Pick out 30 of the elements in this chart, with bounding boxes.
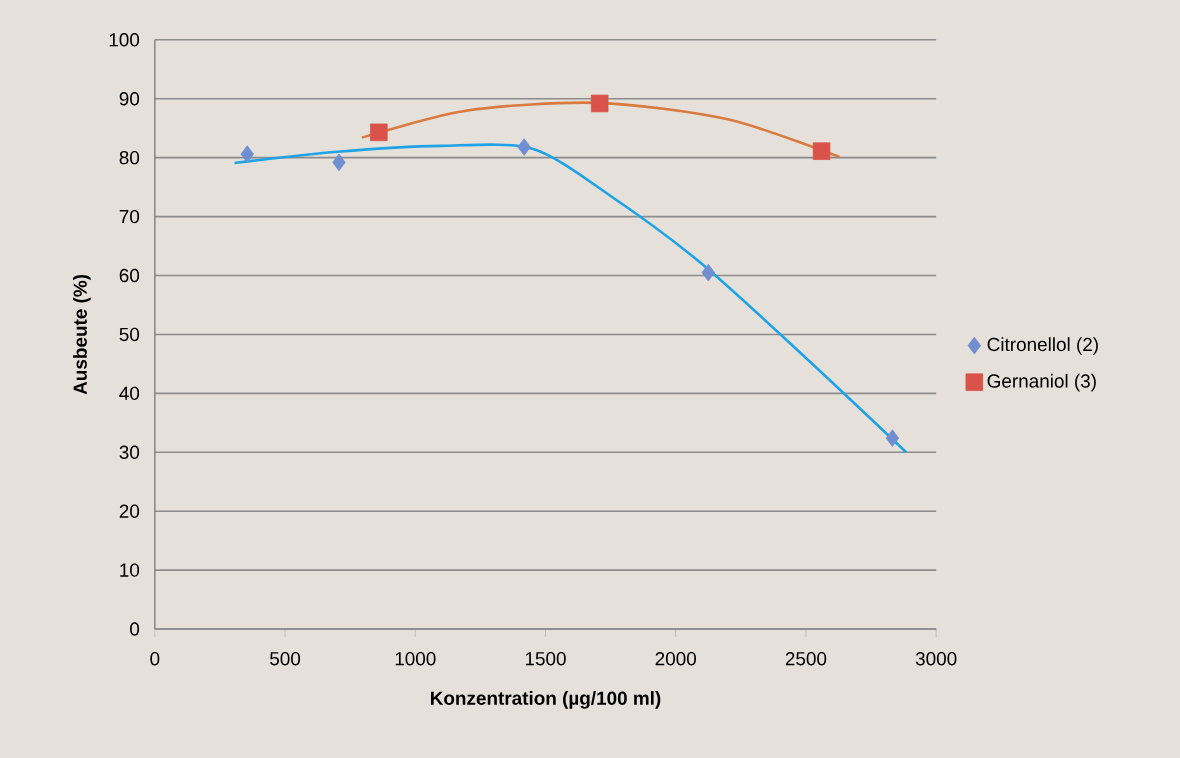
- y-tick-label: 30: [119, 445, 140, 459]
- point: [812, 142, 831, 160]
- legend-label: Gernaniol (3): [987, 373, 1096, 392]
- y-tick-label: 10: [120, 563, 140, 577]
- x-tick-label: 1500: [525, 651, 566, 666]
- y-tick-label: 20: [119, 504, 140, 518]
- y-tick-label: 50: [119, 327, 140, 341]
- point: [332, 153, 346, 171]
- legend-label: Citronellol (2): [987, 337, 1098, 355]
- point: [885, 429, 900, 447]
- y-tick-label: 40: [119, 386, 140, 400]
- point: [240, 145, 254, 163]
- y-tick-label: 0: [130, 622, 140, 636]
- y-tick-label: 70: [119, 209, 140, 224]
- point: [590, 94, 609, 112]
- x-tick-label: 2500: [785, 651, 827, 666]
- x-axis-title: Konzentration (µg/100 ml): [431, 690, 661, 709]
- x-tick-label: 500: [270, 651, 301, 666]
- point: [370, 123, 388, 141]
- y-tick-label: 90: [119, 91, 140, 106]
- y-tick-label: 100: [109, 32, 140, 47]
- y-axis-title: Ausbeute (%): [73, 274, 91, 395]
- x-tick-label: 0: [150, 651, 160, 666]
- y-tick-label: 60: [119, 268, 140, 282]
- point: [517, 138, 531, 156]
- y-tick-label: 80: [119, 150, 140, 165]
- point: [701, 263, 715, 282]
- x-tick-label: 3000: [915, 651, 957, 666]
- x-tick-label: 1000: [395, 651, 436, 666]
- x-tick-label: 2000: [655, 651, 696, 666]
